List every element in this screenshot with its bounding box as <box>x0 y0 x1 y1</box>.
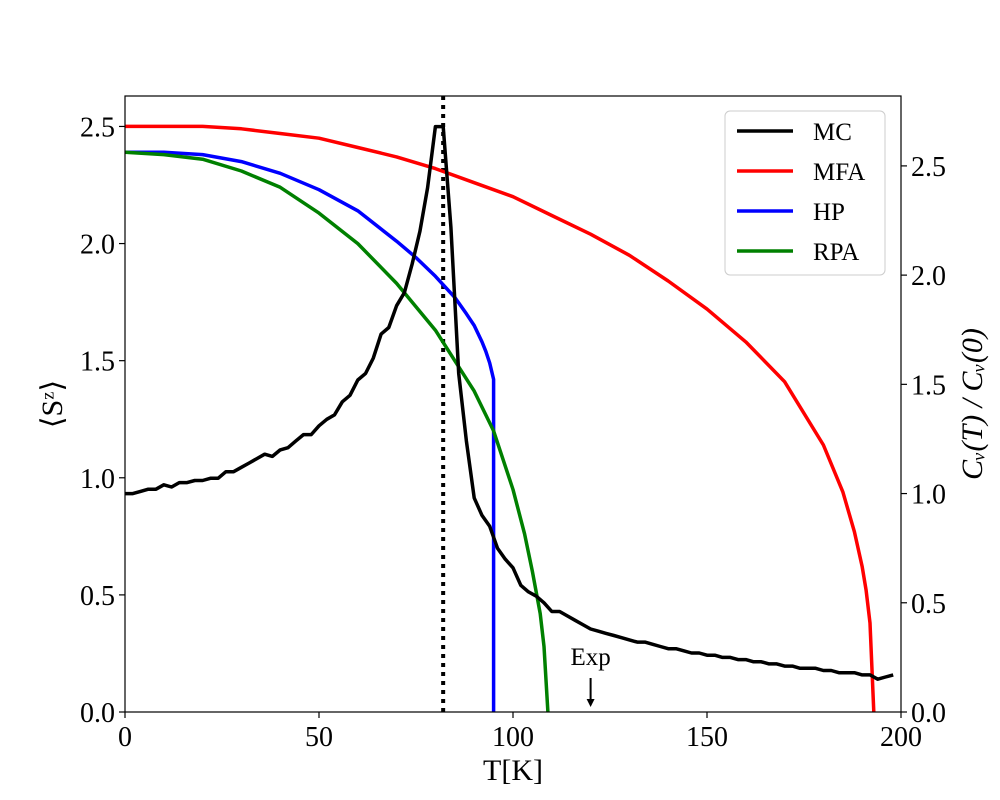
legend-label-hp: HP <box>813 199 845 226</box>
legend-box <box>724 110 886 276</box>
y-left-tick-label: 0.5 <box>80 581 115 612</box>
annotations: Exp <box>570 644 611 707</box>
x-tick-label: 200 <box>880 722 922 753</box>
x-tick-label: 100 <box>492 722 534 753</box>
y-left-tick-label: 0.0 <box>80 698 115 729</box>
y-right-tick-label: 2.0 <box>911 261 946 292</box>
series-line-rpa <box>124 150 550 713</box>
y-right-tick-label: 2.5 <box>911 152 946 183</box>
series-line-hp <box>125 150 496 712</box>
y-left-tick-label: 2.0 <box>80 230 115 261</box>
legend-label-rpa: RPA <box>813 239 859 266</box>
y-right-tick-label: 1.0 <box>911 480 946 511</box>
series-line-mc <box>125 124 894 681</box>
x-axis-label: T[K] <box>483 754 543 787</box>
x-tick-label: 150 <box>686 722 728 753</box>
x-tick-label: 50 <box>305 722 333 753</box>
legend-label-mfa: MFA <box>813 159 865 186</box>
exp-annotation-label: Exp <box>570 644 610 671</box>
y-left-tick-label: 1.0 <box>80 464 115 495</box>
y-axis-right-label: Cᵥ(T) / Cᵥ(0) <box>956 328 989 480</box>
x-tick-label: 0 <box>118 722 132 753</box>
y-axis-left-label: ⟨Sᶻ⟩ <box>36 380 69 428</box>
exp-arrow-head <box>586 699 595 707</box>
y-left-tick-label: 2.5 <box>80 112 115 143</box>
y-right-tick-label: 0.5 <box>911 589 946 620</box>
y-right-tick-label: 0.0 <box>911 698 946 729</box>
legend-label-mc: MC <box>813 119 852 146</box>
plot-area <box>124 96 894 713</box>
y-left-tick-label: 1.5 <box>80 347 115 378</box>
y-right-tick-label: 1.5 <box>911 370 946 401</box>
series-line-mfa <box>125 124 876 713</box>
axis-ticks: 0 50 100 150 2000.00.51.01.52.02.50.00.51.01… <box>80 112 946 753</box>
legend: MC MFA HP RPA <box>724 110 886 276</box>
